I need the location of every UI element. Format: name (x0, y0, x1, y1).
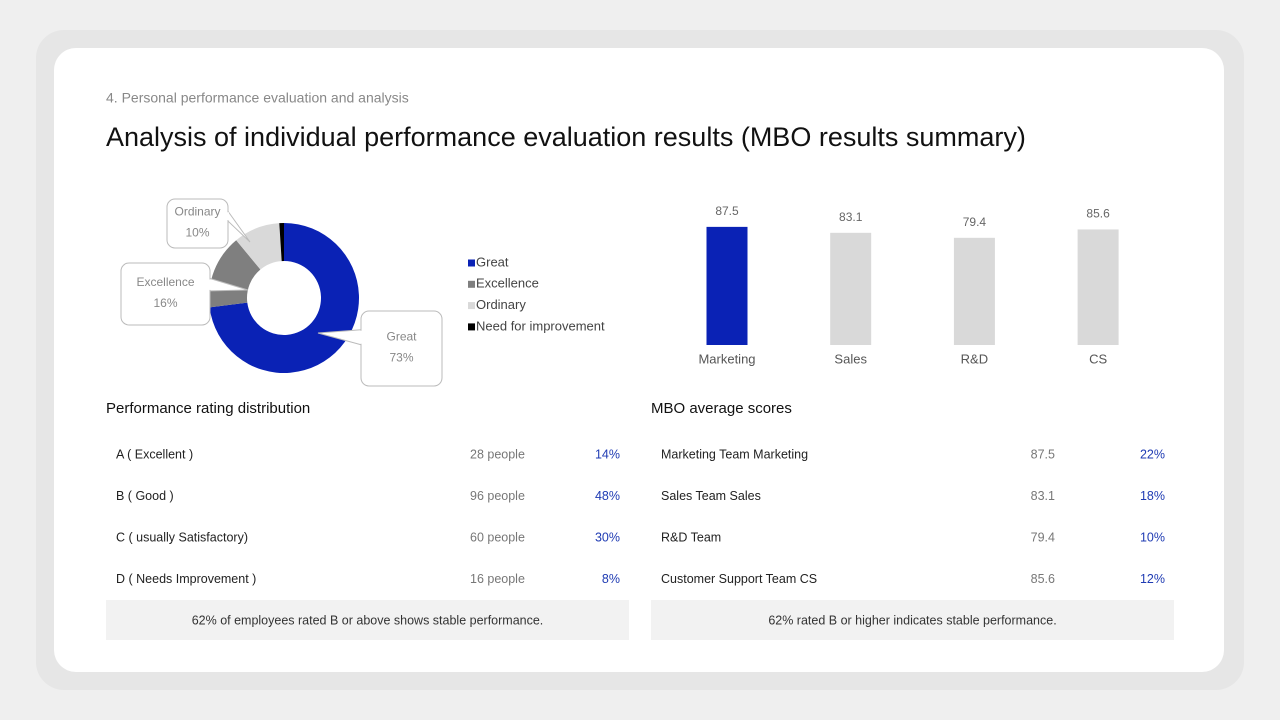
callout-cover (360, 330, 362, 344)
table-cell: D ( Needs Improvement ) (116, 572, 256, 586)
callout-value: 73% (389, 351, 413, 365)
pie-slice (279, 223, 284, 262)
pie-slice (236, 223, 282, 270)
table-cell: 96 people (470, 489, 525, 503)
legend-label: Great (476, 254, 509, 269)
table-cell: A ( Excellent ) (116, 447, 193, 461)
table-cell: Customer Support Team CS (661, 572, 817, 586)
section-label: 4. Personal performance evaluation and a… (106, 90, 409, 106)
table-cell: 8% (602, 572, 620, 586)
x-tick-label: R&D (961, 351, 988, 366)
table-cell: 60 people (470, 530, 525, 544)
legend-label: Excellence (476, 276, 539, 291)
bar-value-label: 83.1 (839, 210, 863, 224)
callout-pointer (317, 329, 362, 346)
bar (953, 237, 995, 345)
table-note: 62% of employees rated B or above shows … (192, 613, 544, 627)
table-cell: 18% (1140, 489, 1165, 503)
card (54, 48, 1224, 672)
x-tick-label: Marketing (698, 351, 755, 366)
bar-value-label: 85.6 (1086, 207, 1110, 221)
table-cell: Sales Team Sales (661, 489, 761, 503)
table-cell: 79.4 (1031, 530, 1055, 544)
callout-value: 10% (185, 226, 209, 240)
callout-box (360, 310, 443, 387)
callout-cover (227, 212, 229, 221)
legend-swatch (468, 323, 475, 331)
table-cell: 12% (1140, 572, 1165, 586)
table-cell: B ( Good ) (116, 489, 174, 503)
table-title: MBO average scores (651, 400, 792, 417)
callout-value: 16% (153, 296, 177, 310)
callout-pointer (227, 210, 251, 243)
callout-pointer (209, 278, 249, 292)
table-cell: Marketing Team Marketing (661, 447, 808, 461)
table-note: 62% rated B or higher indicates stable p… (768, 613, 1056, 627)
table-cell: 87.5 (1031, 447, 1055, 461)
table-cell: 85.6 (1031, 572, 1055, 586)
bar (830, 232, 872, 345)
bar (1077, 229, 1119, 345)
table-cell: 22% (1140, 447, 1165, 461)
x-tick-label: CS (1089, 351, 1107, 366)
table-cell: 14% (595, 447, 620, 461)
table-cell: 10% (1140, 530, 1165, 544)
callout-category: Ordinary (174, 205, 220, 219)
note-band (651, 600, 1174, 640)
table-cell: 30% (595, 530, 620, 544)
legend-label: Need for improvement (476, 318, 605, 333)
callout-box (166, 198, 229, 249)
table-cell: 28 people (470, 447, 525, 461)
pie-slice (209, 223, 359, 373)
table-cell: R&D Team (661, 530, 721, 544)
table-cell: 83.1 (1031, 489, 1055, 503)
table-cell: 48% (595, 489, 620, 503)
callout-category: Excellence (136, 275, 194, 289)
bar-value-label: 87.5 (715, 204, 739, 218)
note-band (106, 600, 629, 640)
legend-swatch (468, 259, 475, 267)
x-tick-label: Sales (834, 351, 867, 366)
legend-label: Ordinary (476, 297, 526, 312)
table-cell: 16 people (470, 572, 525, 586)
callout-category: Great (386, 330, 417, 344)
legend-swatch (468, 280, 475, 288)
table-cell: C ( usually Satisfactory) (116, 530, 248, 544)
table-title: Performance rating distribution (106, 400, 310, 417)
callout-cover (209, 279, 211, 290)
callout-box (120, 262, 211, 326)
bar-value-label: 79.4 (963, 215, 987, 229)
bar (706, 226, 748, 345)
legend-swatch (468, 302, 475, 310)
slide-title: Analysis of individual performance evalu… (106, 122, 1026, 152)
